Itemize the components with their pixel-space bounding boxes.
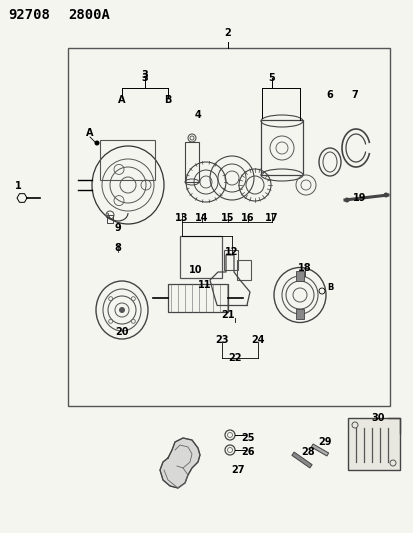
Text: 21: 21 <box>221 310 234 320</box>
Bar <box>168 284 228 312</box>
Text: 16: 16 <box>241 213 254 223</box>
Text: 2800A: 2800A <box>68 8 109 22</box>
Polygon shape <box>159 438 199 488</box>
Text: 27: 27 <box>231 465 244 475</box>
Bar <box>68 48 389 406</box>
Text: 17: 17 <box>265 213 278 223</box>
Bar <box>236 260 250 280</box>
Bar <box>100 140 154 180</box>
Text: 14: 14 <box>195 213 208 223</box>
Text: 15: 15 <box>221 213 234 223</box>
Text: 19: 19 <box>352 193 366 203</box>
Text: 7: 7 <box>351 90 358 100</box>
Bar <box>260 120 302 175</box>
Text: B: B <box>164 95 171 105</box>
Circle shape <box>94 141 99 146</box>
Circle shape <box>382 192 387 198</box>
Text: 20: 20 <box>115 327 128 337</box>
Text: 28: 28 <box>301 447 314 457</box>
Text: 1: 1 <box>14 181 21 191</box>
Text: 8: 8 <box>114 243 121 253</box>
Text: 22: 22 <box>228 353 241 363</box>
Text: 3: 3 <box>141 73 148 83</box>
Text: 25: 25 <box>241 433 254 443</box>
Text: 6: 6 <box>326 90 332 100</box>
Text: B: B <box>326 282 332 292</box>
Text: 2: 2 <box>224 28 231 38</box>
Text: 26: 26 <box>241 447 254 457</box>
Polygon shape <box>291 452 311 468</box>
Circle shape <box>119 307 125 313</box>
Text: A: A <box>86 128 93 138</box>
Text: A: A <box>118 95 126 105</box>
Text: 4: 4 <box>194 110 201 120</box>
Bar <box>185 142 199 182</box>
Text: 23: 23 <box>215 335 228 345</box>
Bar <box>295 271 303 281</box>
Text: 30: 30 <box>370 413 384 423</box>
Text: 13: 13 <box>175 213 188 223</box>
Text: 24: 24 <box>251 335 264 345</box>
Bar <box>107 215 113 223</box>
Bar <box>223 250 237 270</box>
Bar <box>180 236 221 278</box>
Text: 9: 9 <box>114 223 121 233</box>
Text: 3: 3 <box>141 70 148 80</box>
Text: 29: 29 <box>318 437 331 447</box>
Text: 10: 10 <box>189 265 202 275</box>
Circle shape <box>344 198 349 203</box>
Text: 18: 18 <box>297 263 311 273</box>
Bar <box>295 309 303 319</box>
Text: 92708: 92708 <box>8 8 50 22</box>
Text: 11: 11 <box>198 280 211 290</box>
Bar <box>347 418 399 470</box>
Polygon shape <box>311 444 328 456</box>
Text: 12: 12 <box>225 247 238 257</box>
Text: 5: 5 <box>268 73 275 83</box>
